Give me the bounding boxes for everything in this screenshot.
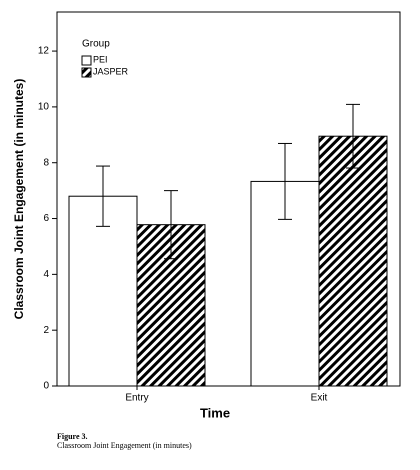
y-tick-label: 12 — [38, 46, 50, 57]
legend-swatch — [81, 55, 92, 66]
y-tick-label: 8 — [43, 157, 49, 168]
y-tick-label: 10 — [38, 102, 50, 113]
caption-label: Figure 3. — [57, 432, 88, 441]
y-axis-label: Classroom Joint Engagement (in minutes) — [12, 79, 26, 320]
legend-swatch — [81, 67, 92, 78]
error-bar — [346, 103, 360, 169]
legend-title: Group — [82, 39, 110, 50]
error-bar — [164, 190, 178, 260]
error-bar — [96, 165, 110, 227]
caption-text: Classroom Joint Engagement (in minutes) — [57, 441, 192, 450]
y-tick-label: 4 — [43, 269, 49, 280]
x-tick-label: Exit — [311, 393, 328, 404]
bar — [68, 195, 138, 387]
y-tick-label: 6 — [43, 213, 49, 224]
x-axis-label: Time — [200, 405, 230, 420]
legend-label: JASPER — [93, 66, 129, 76]
plot-frame — [56, 11, 401, 387]
x-tick-label: Entry — [125, 393, 148, 404]
y-tick-label: 0 — [43, 381, 49, 392]
legend-label: PEI — [93, 54, 108, 64]
error-bar — [278, 142, 292, 220]
bar — [318, 135, 388, 387]
y-tick-label: 2 — [43, 325, 49, 336]
